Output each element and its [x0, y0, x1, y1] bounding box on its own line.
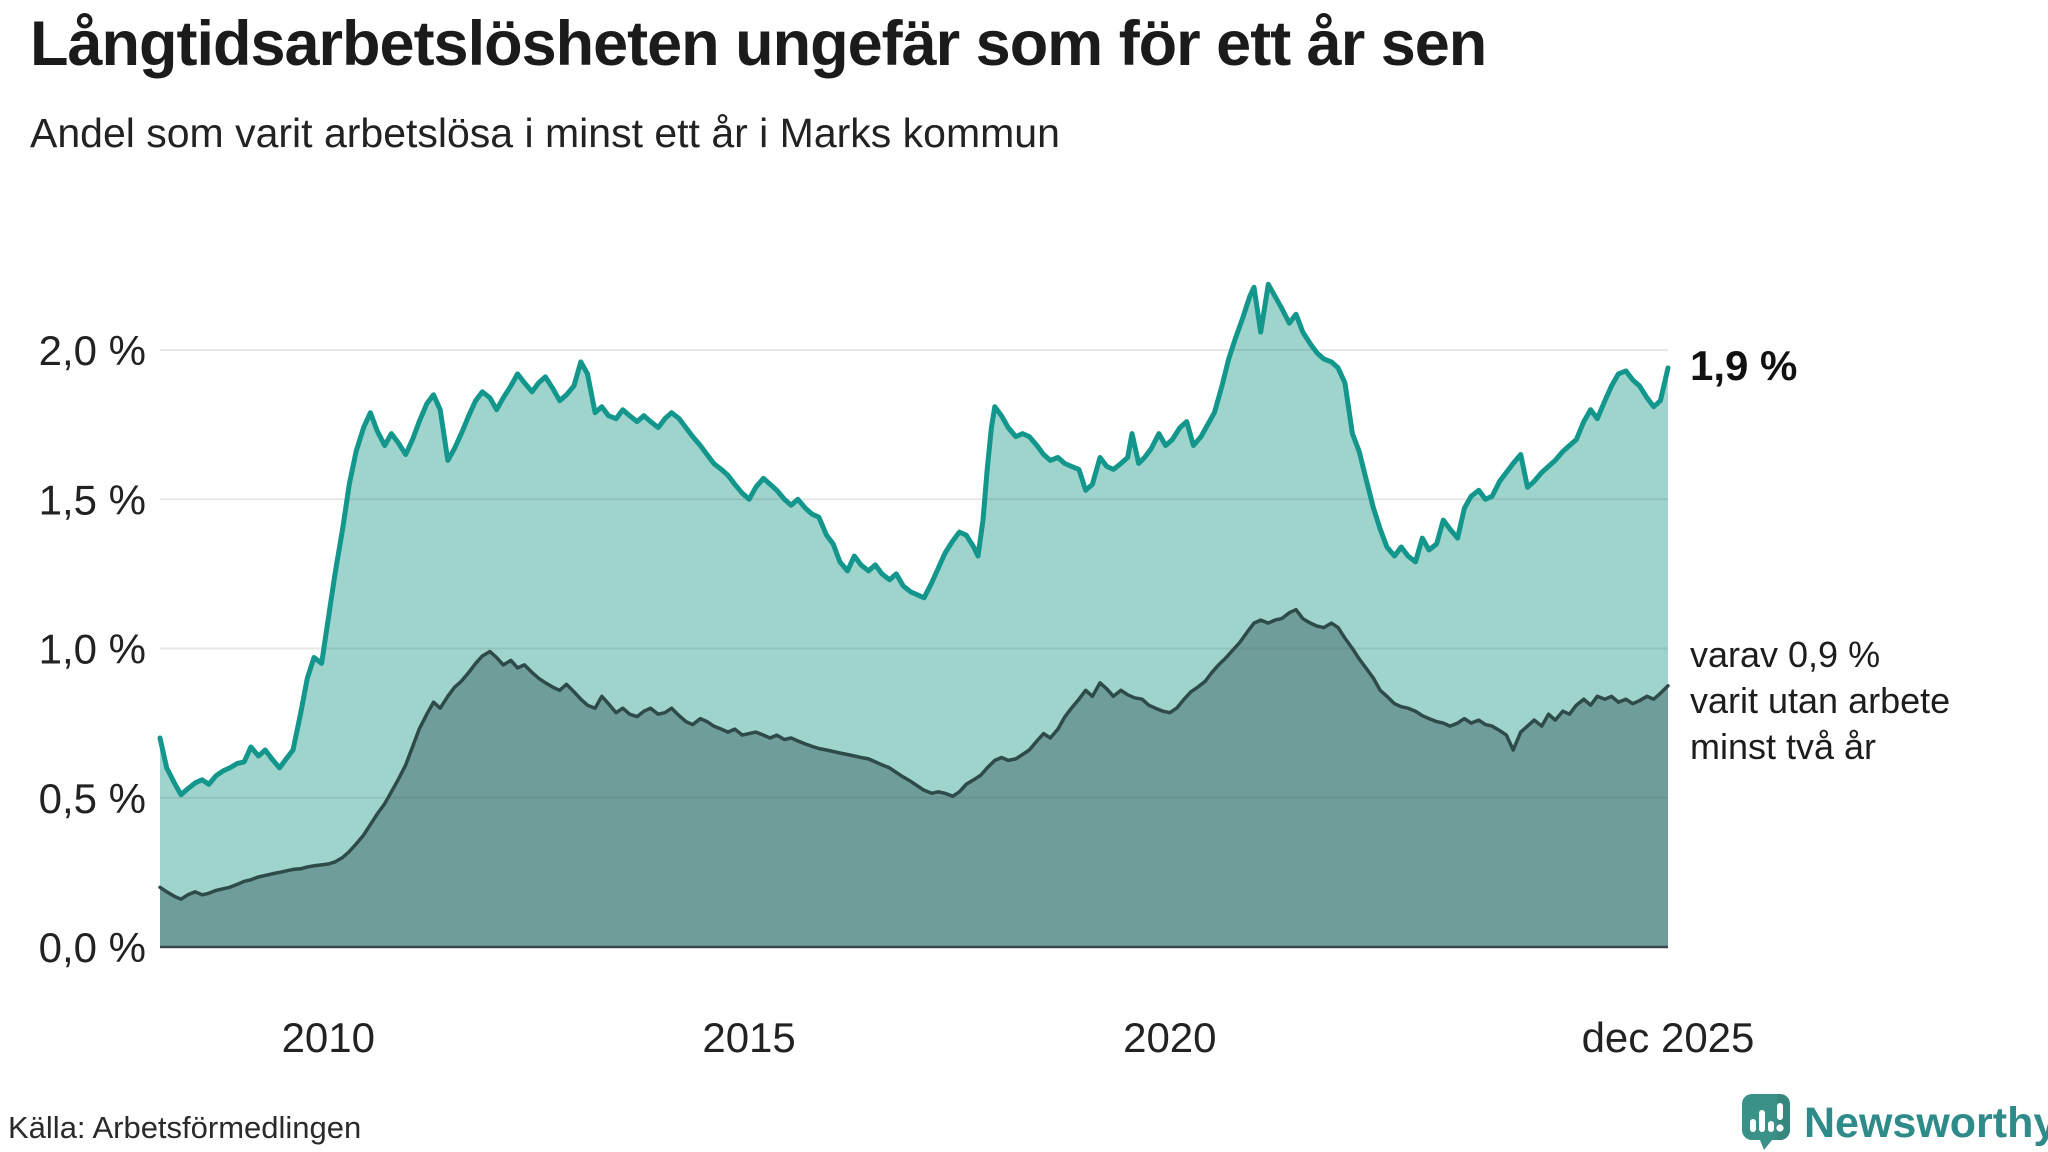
y-tick-label: 1,5 % [39, 476, 146, 523]
secondary-series-annotation: varav 0,9 % varit utan arbete minst två … [1690, 634, 1951, 767]
series-line-1 [157, 281, 1671, 798]
series-line-2 [158, 607, 1670, 901]
source-note: Källa: Arbetsförmedlingen [8, 1110, 362, 1145]
latest-value-label: 1,9 % [1690, 342, 1798, 389]
newsworthy-logo: Newsworthy [1742, 1094, 2048, 1152]
x-tick-label: dec 2025 [1582, 1014, 1755, 1061]
newsworthy-bubble-chart-icon [1742, 1094, 1790, 1150]
chart-subtitle: Andel som varit arbetslösa i minst ett å… [30, 110, 1060, 156]
x-tick-label: 2020 [1123, 1014, 1216, 1061]
x-tick-label: 2010 [282, 1014, 375, 1061]
y-tick-label: 0,5 % [39, 775, 146, 822]
y-tick-label: 1,0 % [39, 626, 146, 673]
newsworthy-wordmark: Newsworthy [1804, 1098, 2048, 1147]
area-fill-2 [160, 609, 1668, 947]
page-title: Långtidsarbetslösheten ungefär som för e… [30, 9, 1487, 79]
y-tick-label: 2,0 % [39, 327, 146, 374]
x-tick-label: 2015 [702, 1014, 795, 1061]
y-tick-label: 0,0 % [39, 924, 146, 971]
